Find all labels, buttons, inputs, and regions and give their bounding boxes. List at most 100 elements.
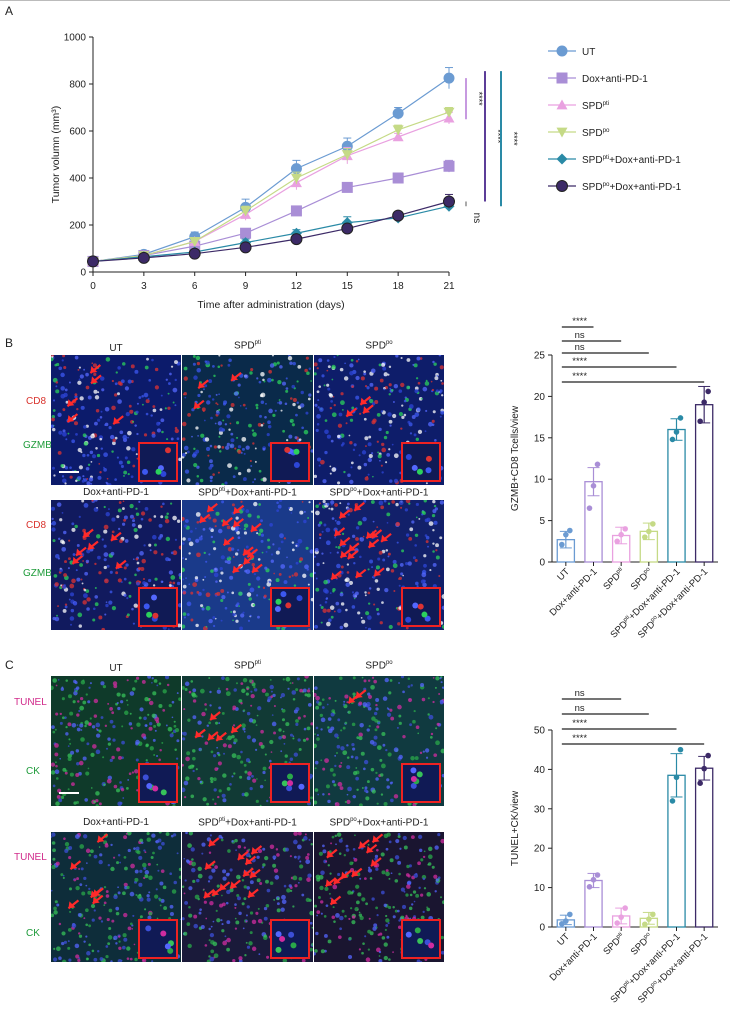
cell-dot xyxy=(410,755,415,761)
cell-dot xyxy=(359,722,364,728)
cell-dot xyxy=(351,406,355,410)
inset-cell xyxy=(275,598,282,605)
cell-dot xyxy=(117,959,122,962)
cell-dot xyxy=(292,397,297,403)
cell-dot xyxy=(325,540,331,546)
data-point xyxy=(137,251,150,264)
red-arrow-head xyxy=(243,869,251,877)
panel-b-side-label-cd8: CD8 xyxy=(26,396,47,407)
cell-dot xyxy=(231,840,234,843)
cell-dot xyxy=(191,435,193,438)
red-arrow-head xyxy=(245,857,253,865)
cell-dot xyxy=(386,778,390,782)
cell-dot xyxy=(149,722,153,726)
zoom-inset xyxy=(138,763,178,803)
cell-dot xyxy=(385,549,389,552)
cell-dot xyxy=(68,539,71,542)
cell-dot xyxy=(165,557,170,562)
cell-dot xyxy=(79,374,84,379)
cell-dot xyxy=(221,923,224,926)
cell-dot xyxy=(403,399,407,403)
cell-dot xyxy=(93,957,98,962)
cell-dot xyxy=(225,687,229,691)
cell-dot xyxy=(314,949,318,953)
cell-dot xyxy=(75,686,80,690)
cell-dot xyxy=(415,437,420,441)
cell-dot xyxy=(255,911,259,915)
cell-dot xyxy=(355,884,360,889)
cell-dot xyxy=(169,904,174,909)
cell-dot xyxy=(72,553,76,556)
red-arrow-head xyxy=(233,506,241,514)
cell-dot xyxy=(282,429,286,433)
cell-dot xyxy=(374,728,378,732)
cell-dot xyxy=(190,591,194,595)
cell-dot xyxy=(141,841,144,844)
cell-dot xyxy=(220,571,224,575)
cell-dot xyxy=(407,677,411,681)
cell-dot xyxy=(88,924,92,928)
cell-dot xyxy=(349,370,354,376)
cell-dot xyxy=(364,591,367,594)
inset-cell xyxy=(421,611,428,618)
cell-dot xyxy=(343,376,349,381)
cell-dot xyxy=(85,848,91,853)
cell-dot xyxy=(415,581,419,586)
cell-dot xyxy=(327,728,333,734)
cell-dot xyxy=(353,597,356,600)
cell-dot xyxy=(97,391,100,394)
cell-dot xyxy=(99,471,102,474)
cell-dot xyxy=(103,783,106,786)
cell-dot xyxy=(276,897,280,901)
cell-dot xyxy=(378,550,383,555)
cell-dot xyxy=(364,436,369,441)
cell-dot xyxy=(57,788,62,793)
cell-dot xyxy=(285,676,291,682)
cell-dot xyxy=(304,833,307,836)
cell-dot xyxy=(174,378,177,382)
cell-dot xyxy=(338,852,342,855)
cell-dot xyxy=(86,951,91,956)
cell-dot xyxy=(63,837,66,840)
cell-dot xyxy=(75,954,80,959)
cell-dot xyxy=(227,744,232,749)
cell-dot xyxy=(297,832,302,836)
cell-dot xyxy=(376,612,380,616)
cell-dot xyxy=(219,903,224,908)
cell-dot xyxy=(204,708,208,711)
cell-dot xyxy=(257,907,260,910)
cell-dot xyxy=(179,576,181,580)
cell-dot xyxy=(295,413,298,417)
cell-dot xyxy=(314,788,319,792)
cell-dot xyxy=(276,902,280,906)
inset-cell xyxy=(280,591,287,598)
cell-dot xyxy=(139,707,144,712)
cell-dot xyxy=(206,446,211,452)
cell-dot xyxy=(68,557,71,561)
cell-dot xyxy=(133,847,136,850)
cell-dot xyxy=(205,592,211,598)
cell-dot xyxy=(108,600,113,605)
cell-dot xyxy=(91,949,95,953)
cell-dot xyxy=(217,365,221,369)
cell-dot xyxy=(182,542,185,545)
cell-dot xyxy=(63,530,67,535)
cell-dot xyxy=(215,511,220,516)
cell-dot xyxy=(86,549,91,554)
cell-dot xyxy=(334,733,339,738)
cell-dot xyxy=(439,500,444,505)
cell-dot xyxy=(129,957,133,961)
cell-dot xyxy=(192,715,197,720)
cell-dot xyxy=(132,687,136,691)
cell-dot xyxy=(162,885,167,890)
cell-dot xyxy=(330,712,335,717)
cell-dot xyxy=(88,887,91,890)
cell-dot xyxy=(238,911,242,916)
cell-dot xyxy=(276,402,279,404)
cell-dot xyxy=(320,900,324,904)
cell-dot xyxy=(209,459,213,464)
cell-dot xyxy=(245,920,248,923)
cell-dot xyxy=(207,454,210,457)
cell-dot xyxy=(173,724,177,728)
cell-dot xyxy=(406,881,412,886)
